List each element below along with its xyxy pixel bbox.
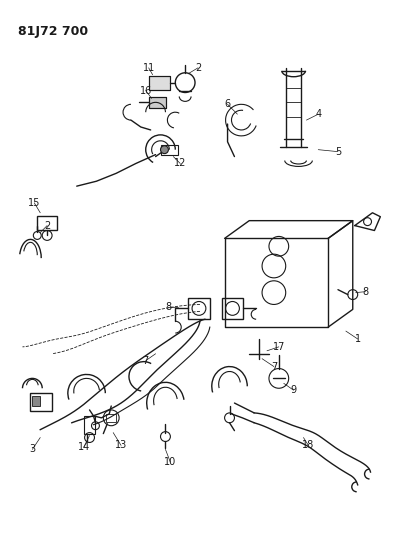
- Bar: [149, 76, 171, 90]
- Text: 18: 18: [302, 440, 314, 450]
- Text: 17: 17: [273, 342, 285, 352]
- Bar: [149, 98, 166, 108]
- Bar: [30, 393, 52, 411]
- Text: 15: 15: [28, 198, 40, 208]
- Text: 7: 7: [143, 356, 149, 366]
- Text: 10: 10: [164, 457, 176, 467]
- Text: 9: 9: [290, 385, 297, 395]
- Text: 6: 6: [224, 99, 231, 109]
- Bar: [149, 76, 171, 90]
- Text: 81J72 700: 81J72 700: [18, 26, 88, 38]
- Bar: [32, 396, 40, 406]
- Text: 11: 11: [143, 63, 155, 73]
- Text: 8: 8: [362, 287, 369, 297]
- Bar: [37, 216, 57, 230]
- Text: 1: 1: [354, 334, 361, 344]
- Text: 5: 5: [335, 147, 341, 157]
- Text: 4: 4: [315, 109, 321, 119]
- Text: 2: 2: [195, 63, 201, 73]
- Bar: [106, 414, 116, 422]
- Text: 13: 13: [115, 440, 127, 450]
- Text: 8: 8: [165, 302, 171, 312]
- Bar: [188, 297, 210, 319]
- Bar: [149, 98, 166, 108]
- Bar: [222, 297, 243, 319]
- Text: 2: 2: [44, 221, 50, 231]
- Text: 12: 12: [174, 158, 186, 168]
- Text: 14: 14: [77, 442, 90, 453]
- Bar: [84, 416, 95, 434]
- Bar: [160, 145, 178, 155]
- Circle shape: [160, 146, 169, 154]
- Text: 3: 3: [29, 445, 35, 454]
- Text: 16: 16: [140, 85, 152, 95]
- Text: 7: 7: [271, 361, 277, 372]
